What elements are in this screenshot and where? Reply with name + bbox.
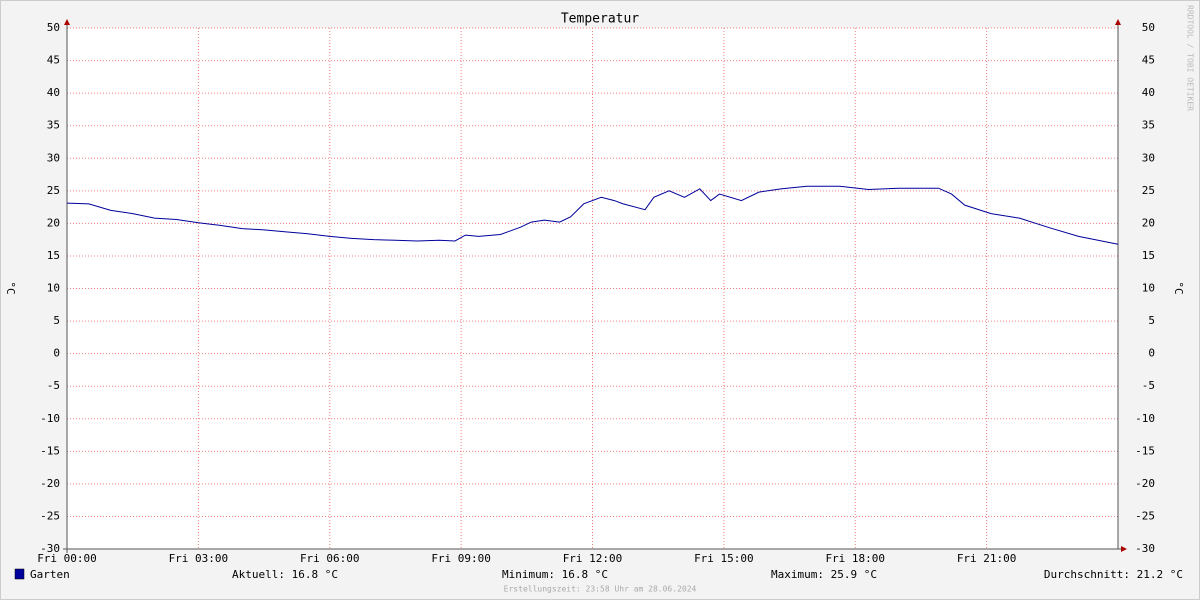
y2-tick-label: 50 bbox=[1142, 21, 1155, 34]
y-tick-label: 0 bbox=[53, 347, 60, 360]
y-tick-label: 40 bbox=[47, 86, 60, 99]
y-tick-label: -10 bbox=[40, 412, 60, 425]
stat: Durchschnitt: 21.2 °C bbox=[1044, 568, 1183, 581]
x-tick-label: Fri 15:00 bbox=[694, 552, 754, 565]
y-tick-label: 45 bbox=[47, 54, 60, 67]
x-tick-label: Fri 12:00 bbox=[563, 552, 623, 565]
legend-label: Garten bbox=[30, 568, 70, 581]
y2-tick-label: 35 bbox=[1142, 119, 1155, 132]
data-line bbox=[66, 185, 1119, 245]
y2-tick-label: 40 bbox=[1142, 86, 1155, 99]
y-tick-label: 25 bbox=[47, 184, 60, 197]
axis-arrow bbox=[64, 19, 70, 25]
y2-tick-label: 30 bbox=[1142, 151, 1155, 164]
y-tick-label: 5 bbox=[53, 314, 60, 327]
y2-tick-label: -5 bbox=[1142, 379, 1155, 392]
y-tick-label: 35 bbox=[47, 119, 60, 132]
legend-swatch bbox=[14, 568, 25, 580]
y2-tick-label: -20 bbox=[1135, 477, 1155, 490]
y-tick-label: -15 bbox=[40, 444, 60, 457]
y-axis-label: °C bbox=[4, 281, 17, 294]
y-tick-label: -30 bbox=[40, 542, 60, 555]
y2-tick-label: 10 bbox=[1142, 282, 1155, 295]
y-tick-label: -25 bbox=[40, 509, 60, 522]
stat: Maximum: 25.9 °C bbox=[771, 568, 877, 581]
y-tick-label: -5 bbox=[47, 379, 60, 392]
x-tick-label: Fri 03:00 bbox=[169, 552, 229, 565]
y2-tick-label: -30 bbox=[1135, 542, 1155, 555]
footer: Erstellungszeit: 23:58 Uhr am 28.06.2024 bbox=[504, 585, 697, 594]
y-tick-label: 10 bbox=[47, 282, 60, 295]
x-tick-label: Fri 18:00 bbox=[825, 552, 885, 565]
y2-tick-label: 20 bbox=[1142, 216, 1155, 229]
stat: Minimum: 16.8 °C bbox=[502, 568, 608, 581]
x-tick-label: Fri 06:00 bbox=[300, 552, 360, 565]
y2-axis-label: °C bbox=[1172, 281, 1185, 294]
y-tick-label: 15 bbox=[47, 249, 60, 262]
y-tick-label: -20 bbox=[40, 477, 60, 490]
axis-arrow bbox=[1121, 546, 1127, 552]
x-tick-label: Fri 09:00 bbox=[431, 552, 491, 565]
y2-tick-label: -10 bbox=[1135, 412, 1155, 425]
stat: Aktuell: 16.8 °C bbox=[232, 568, 338, 581]
y2-tick-label: 15 bbox=[1142, 249, 1155, 262]
x-tick-label: Fri 00:00 bbox=[37, 552, 97, 565]
y-tick-label: 50 bbox=[47, 21, 60, 34]
y-tick-label: 30 bbox=[47, 151, 60, 164]
watermark: RRDTOOL / TOBI OETIKER bbox=[1186, 5, 1195, 111]
chart-title: Temperatur bbox=[561, 12, 639, 27]
y2-tick-label: -25 bbox=[1135, 509, 1155, 522]
y-tick-label: 20 bbox=[47, 216, 60, 229]
y2-tick-label: 25 bbox=[1142, 184, 1155, 197]
y2-tick-label: 45 bbox=[1142, 54, 1155, 67]
y2-tick-label: 5 bbox=[1148, 314, 1155, 327]
x-tick-label: Fri 21:00 bbox=[957, 552, 1017, 565]
y2-tick-label: -15 bbox=[1135, 444, 1155, 457]
axis-arrow bbox=[1115, 19, 1121, 25]
y2-tick-label: 0 bbox=[1148, 347, 1155, 360]
